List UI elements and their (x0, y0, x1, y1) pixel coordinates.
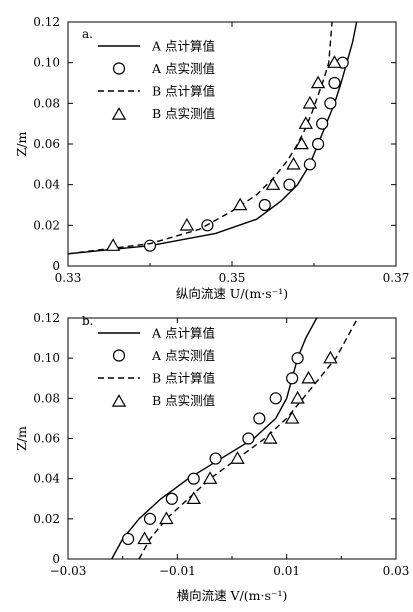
b-x-tick-label: 0.01 (273, 564, 300, 578)
a-series-4-point (294, 136, 309, 150)
a-series-4-point (232, 197, 248, 211)
b-series-4-point (301, 370, 316, 384)
b-series-2-point (269, 392, 282, 405)
b-series-4-legend-marker (111, 394, 127, 407)
a-y-tick-label: 0.10 (33, 56, 60, 70)
b-series-2-legend-marker (112, 349, 126, 362)
a-x-tick-label: 0.33 (55, 271, 82, 285)
b-series-4-point (137, 531, 152, 545)
b-series-2-point (209, 452, 222, 465)
a-series-2-point (143, 239, 157, 252)
a-y-tick-label: 0.06 (33, 137, 60, 151)
b-series-4-point (230, 451, 245, 464)
a-y-tick-label: 0.08 (33, 96, 60, 110)
b-series-4-point (186, 491, 201, 504)
a-series-2-point (324, 97, 337, 110)
b-series-2-point (291, 352, 304, 365)
b-x-tick-label: −0.01 (159, 564, 196, 578)
a-y-tick-label: 0 (52, 259, 60, 273)
a-series-3-line (67, 21, 333, 255)
a-y-tick-label: 0.12 (33, 15, 60, 29)
b-series-2-point (187, 472, 200, 485)
b-y-tick-label: 0.10 (33, 351, 60, 365)
b-y-axis-label: Z/m (14, 426, 29, 451)
a-series-4-point (105, 238, 121, 251)
a-series-2-legend-marker (112, 62, 126, 75)
a-series-4-legend-label: B 点实测值 (152, 106, 215, 121)
b-series-4-point (323, 350, 338, 364)
b-series-2-point (143, 512, 157, 525)
a-y-tick-label: 0.04 (33, 178, 60, 192)
b-series-4-legend-label: B 点实测值 (152, 393, 215, 408)
a-series-4-point (265, 177, 281, 190)
a-panel-label: a. (82, 27, 93, 41)
a-series-2-point (283, 178, 296, 191)
b-series-4-point (284, 411, 300, 424)
a-series-4-point (302, 95, 318, 109)
a-series-1-line (67, 21, 358, 255)
a-x-tick-label: 0.35 (219, 271, 246, 285)
b-series-3-line (138, 317, 359, 560)
b-y-tick-label: 0 (52, 552, 60, 566)
b-x-tick-label: 0.03 (383, 564, 410, 578)
b-series-2-point (286, 372, 299, 385)
chart-b: 0 0.02 0.04 0.06 0.08 0.10 0.12 −0.03 −0.01 0.01 0… (14, 311, 409, 603)
a-series-2-point (258, 198, 271, 212)
a-series-2-point (312, 137, 325, 151)
b-series-2-point (122, 532, 135, 546)
b-series-4-point (159, 511, 174, 525)
a-series-4-point (286, 156, 301, 170)
b-y-tick-label: 0.06 (33, 432, 60, 446)
a-series-4-point (298, 116, 314, 129)
a-series-2-point (328, 76, 341, 90)
a-x-axis-label: 纵向流速 U/(m·s⁻¹) (176, 286, 288, 301)
b-y-tick-label: 0.02 (33, 512, 60, 526)
a-series-4-legend-marker (111, 107, 127, 120)
b-series-2-legend-label: A 点实测值 (151, 348, 215, 363)
b-series-4-point (263, 431, 278, 444)
b-panel-label: b. (82, 314, 94, 328)
b-series-1-legend-label: A 点计算值 (151, 326, 215, 341)
a-y-tick-label: 0.02 (33, 218, 60, 232)
b-series-2-point (165, 492, 178, 505)
b-x-axis-label: 横向流速 V/(m·s⁻¹) (177, 588, 288, 603)
b-series-4-point (290, 390, 305, 404)
a-series-2-legend-label: A 点实测值 (151, 61, 215, 76)
chart-a: 0 0.02 0.04 0.06 0.08 0.10 0.12 0.33 0.35 0.37 纵向流… (14, 15, 409, 301)
a-series-2-point (303, 158, 316, 171)
b-series-2-point (242, 432, 255, 445)
a-series-2-point (316, 117, 329, 130)
a-series-3-legend-label: B 点计算值 (152, 84, 215, 99)
a-series-4-point (327, 55, 342, 68)
a-series-1-legend-label: A 点计算值 (151, 39, 215, 54)
b-y-tick-label: 0.04 (33, 472, 60, 486)
a-series-4-point (310, 75, 326, 89)
b-y-tick-label: 0.12 (33, 311, 60, 325)
a-y-axis-label: Z/m (14, 131, 29, 156)
b-series-2-point (253, 412, 266, 425)
a-x-tick-label: 0.37 (383, 271, 410, 285)
b-series-3-legend-label: B 点计算值 (152, 371, 215, 386)
a-series-4-point (179, 217, 195, 231)
b-series-4-point (202, 471, 218, 484)
b-x-tick-label: −0.03 (50, 564, 87, 578)
b-y-tick-label: 0.08 (33, 391, 60, 405)
